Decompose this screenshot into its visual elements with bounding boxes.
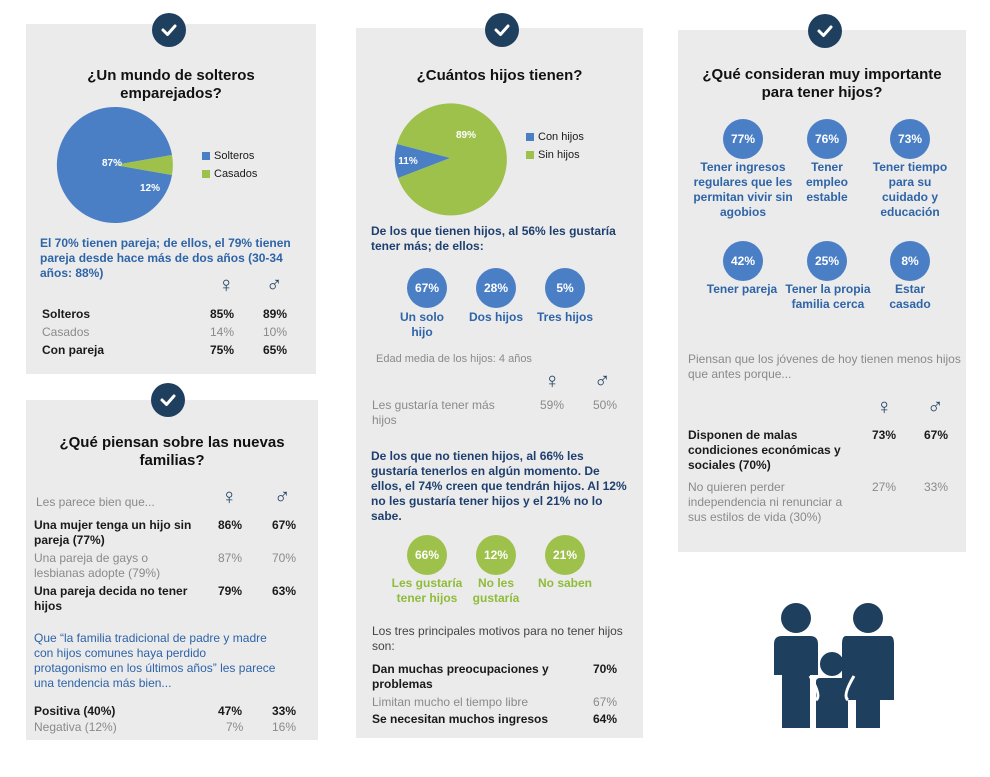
- pie-label-casados: 12%: [140, 183, 160, 194]
- row-gays-adopte: Una pareja de gays o lesbianas adopte (7…: [34, 551, 297, 580]
- row-ingresos: Se necesitan muchos ingresos 64%: [372, 712, 618, 726]
- legend-solteros: Solteros: [202, 149, 254, 163]
- label-casado: Estar casado: [889, 282, 931, 311]
- check-icon: [808, 14, 842, 48]
- intro-text: Les parece bien que...: [36, 495, 155, 509]
- female-icon: ♀: [544, 368, 561, 393]
- circle-familia-cerca: 25%: [807, 241, 847, 281]
- panel-title: ¿Qué consideran muy importante para tene…: [702, 66, 942, 101]
- label-no-les-gustaria: No les gustaría: [472, 576, 520, 605]
- pie-slice-solteros: [56, 107, 173, 223]
- row-preocupaciones: Dan muchas preocupaciones y problemas 70…: [372, 662, 618, 691]
- female-icon: ♀: [218, 272, 235, 297]
- row-tiempo-libre: Limitan mucho el tiempo libre 67%: [372, 695, 618, 709]
- panel-muy-importante: ¿Qué consideran muy importante para tene…: [678, 30, 966, 552]
- motivos-intro: Los tres principales motivos para no ten…: [372, 624, 623, 653]
- label-empleo: Tener empleo estable: [805, 160, 848, 204]
- label-tres-hijos: Tres hijos: [536, 310, 594, 324]
- circle-ingresos: 77%: [723, 119, 763, 159]
- pie-slice-casados: [115, 155, 173, 175]
- circle-les-gustaria: 66%: [407, 535, 447, 575]
- row-no-tener-hijos: Una pareja decida no tener hijos 79% 63%: [34, 584, 297, 613]
- circle-no-saben: 21%: [545, 535, 585, 575]
- legend-sin-hijos: Sin hijos: [526, 148, 580, 162]
- row-solteros: Solteros 85% 89%: [42, 307, 288, 321]
- panel-nuevas-familias: ¿Qué piensan sobre las nuevas familias? …: [26, 400, 318, 740]
- pie-slice-con-hijos: [394, 144, 450, 178]
- circle-empleo: 76%: [807, 119, 847, 159]
- female-icon: ♀: [876, 394, 893, 419]
- label-familia-cerca: Tener la propia familia cerca: [785, 282, 871, 311]
- circle-casado: 8%: [890, 241, 930, 281]
- pie-label-con-hijos: 11%: [398, 156, 418, 167]
- q-tienen-hijos: De los que tienen hijos, al 56% les gust…: [371, 224, 616, 253]
- panel-title: ¿Cuántos hijos tienen?: [416, 67, 583, 84]
- circle-tres-hijos: 5%: [545, 268, 585, 308]
- pie-label-solteros: 87%: [102, 158, 122, 169]
- label-tiempo: Tener tiempo para su cuidado y educación: [872, 160, 948, 219]
- female-icon: ♀: [221, 484, 238, 509]
- family-icon: [774, 603, 894, 728]
- male-icon: ♂: [274, 484, 291, 509]
- panel-solteros: ¿Un mundo de solteros emparejados? 87% 1…: [26, 24, 316, 374]
- label-dos-hijos: Dos hijos: [468, 310, 523, 324]
- circle-un-hijo: 67%: [407, 268, 447, 308]
- label-un-hijo: Un solo hijo: [400, 310, 444, 339]
- pie-label-sin-hijos: 89%: [456, 130, 476, 141]
- panel-cuantos-hijos: ¿Cuántos hijos tienen? 89% 11% Con hijos…: [356, 28, 643, 738]
- row-mujer-sin-pareja: Una mujer tenga un hijo sin pareja (77%)…: [34, 518, 297, 547]
- male-icon: ♂: [266, 272, 283, 297]
- check-icon: [152, 13, 186, 47]
- male-icon: ♂: [927, 394, 944, 419]
- panel-title: ¿Qué piensan sobre las nuevas familias?: [59, 434, 285, 469]
- note-pareja: El 70% tienen pareja; de ellos, el 79% t…: [40, 236, 291, 280]
- row-malas-condiciones: Disponen de malas condiciones económicas…: [688, 428, 949, 472]
- pie-chart-hijos: 89% 11%: [394, 103, 507, 216]
- row-negativa: Negativa (12%) 7% 16%: [34, 720, 297, 734]
- circle-dos-hijos: 28%: [476, 268, 516, 308]
- male-icon: ♂: [594, 368, 611, 393]
- row-positiva: Positiva (40%) 47% 33%: [34, 704, 297, 718]
- intro-jovenes: Piensan que los jóvenes de hoy tienen me…: [688, 352, 961, 381]
- legend-casados: Casados: [202, 167, 257, 181]
- circle-no-les-gustaria: 12%: [476, 535, 516, 575]
- row-independencia: No quieren perder independencia ni renun…: [688, 480, 949, 524]
- row-casados: Casados 14% 10%: [42, 325, 288, 339]
- circle-pareja: 42%: [723, 241, 763, 281]
- panel-title: ¿Un mundo de solteros emparejados?: [87, 67, 255, 102]
- pie-slice-sin-hijos: [397, 103, 507, 216]
- check-icon: [485, 13, 519, 47]
- row-tener-mas-hijos: Les gustaría tener más hijos 59% 50%: [372, 398, 618, 427]
- label-no-saben: No saben: [537, 576, 592, 590]
- check-icon: [151, 383, 185, 417]
- quote-familia: Que “la familia tradicional de padre y m…: [34, 631, 276, 690]
- row-con-pareja: Con pareja 75% 65%: [42, 343, 288, 357]
- label-pareja: Tener pareja: [706, 282, 778, 296]
- circle-tiempo: 73%: [890, 119, 930, 159]
- label-les-gustaria: Les gustaría tener hijos: [391, 576, 463, 605]
- label-ingresos: Tener ingresos regulares que les permita…: [693, 160, 793, 219]
- edad-media: Edad media de los hijos: 4 años: [376, 353, 532, 365]
- legend-con-hijos: Con hijos: [526, 130, 584, 144]
- pie-chart-solteros: 87% 12%: [56, 107, 173, 223]
- q-no-tienen-hijos: De los que no tienen hijos, al 66% les g…: [371, 449, 627, 523]
